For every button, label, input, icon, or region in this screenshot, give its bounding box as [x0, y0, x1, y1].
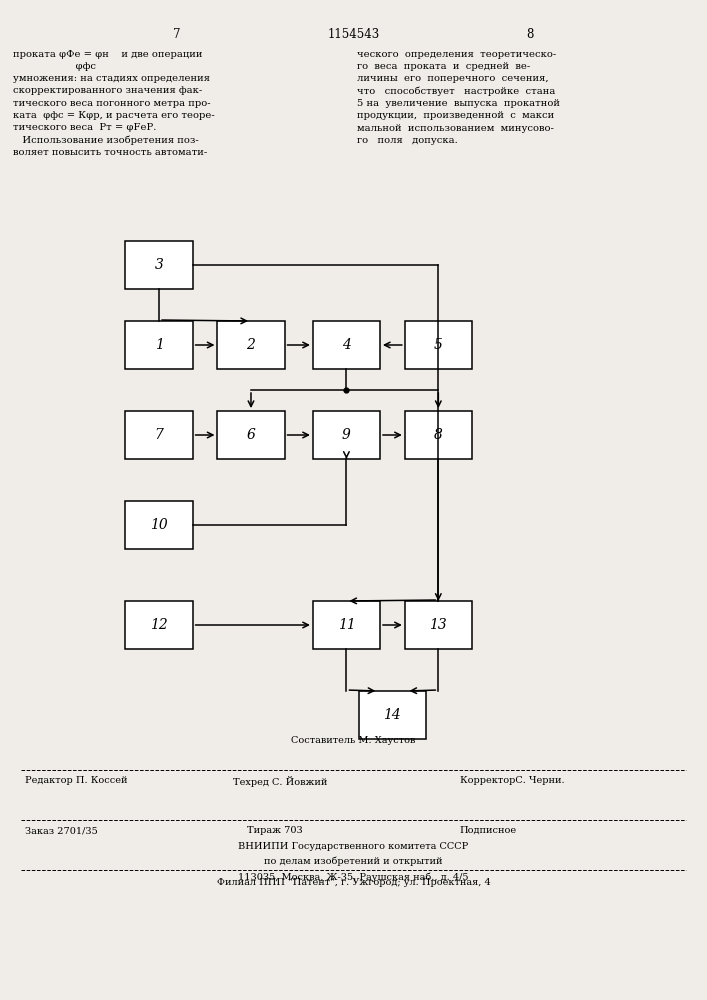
Text: ческого  определения  теоретическо-
го  веса  проката  и  средней  ве-
личины  е: ческого определения теоретическо- го вес… [357, 50, 560, 145]
Text: по делам изобретений и открытий: по делам изобретений и открытий [264, 857, 443, 866]
Text: Филиал ППП "Патент", г. Ужгород; ул. Проектная, 4: Филиал ППП "Патент", г. Ужгород; ул. Про… [216, 878, 491, 887]
Text: 1: 1 [155, 338, 163, 352]
Text: 2: 2 [247, 338, 255, 352]
Text: 4: 4 [342, 338, 351, 352]
Text: 14: 14 [383, 708, 402, 722]
Text: 12: 12 [150, 618, 168, 632]
Bar [359, 691, 426, 739]
Bar [313, 411, 380, 459]
Text: 10: 10 [150, 518, 168, 532]
Text: 11: 11 [337, 618, 356, 632]
Text: 6: 6 [247, 428, 255, 442]
Bar [218, 321, 284, 369]
Text: 3: 3 [155, 258, 163, 272]
Text: Техред С. Йовжий: Техред С. Йовжий [233, 776, 327, 787]
Text: Подписное: Подписное [460, 826, 517, 835]
Text: проката φФе = φн    и две операции
                    φфс
умножения: на стадиях: проката φФе = φн и две операции φфс умно… [13, 50, 214, 157]
Text: 8: 8 [527, 28, 534, 41]
Text: 7: 7 [155, 428, 163, 442]
Text: Тираж 703: Тираж 703 [247, 826, 303, 835]
Text: Заказ 2701/35: Заказ 2701/35 [25, 826, 98, 835]
Bar [404, 411, 472, 459]
Text: 1154543: 1154543 [327, 28, 380, 41]
Bar [126, 241, 192, 289]
Text: КорректорС. Черни.: КорректорС. Черни. [460, 776, 564, 785]
Text: 7: 7 [173, 28, 180, 41]
Bar [404, 321, 472, 369]
Bar [313, 321, 380, 369]
Text: 8: 8 [434, 428, 443, 442]
Bar [313, 601, 380, 649]
Bar [126, 601, 192, 649]
Text: ВНИИПИ Государственного комитета СССР: ВНИИПИ Государственного комитета СССР [238, 842, 469, 851]
Text: 5: 5 [434, 338, 443, 352]
Bar [126, 501, 192, 549]
Bar [126, 411, 192, 459]
Text: 13: 13 [429, 618, 448, 632]
Text: Составитель М. Хаустов: Составитель М. Хаустов [291, 736, 416, 745]
Text: Редактор П. Коссей: Редактор П. Коссей [25, 776, 127, 785]
Text: 113035, Москва, Ж-35, Раушская наб., д. 4/5: 113035, Москва, Ж-35, Раушская наб., д. … [238, 872, 469, 882]
Text: 9: 9 [342, 428, 351, 442]
Bar [126, 321, 192, 369]
Bar [404, 601, 472, 649]
Bar [218, 411, 284, 459]
